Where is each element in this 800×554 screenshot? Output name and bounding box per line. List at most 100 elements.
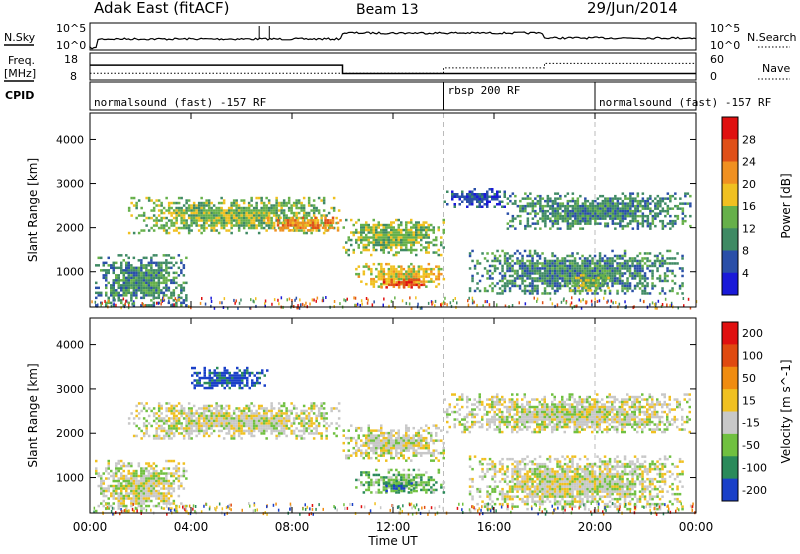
echo-cell <box>260 432 263 435</box>
echo-cell <box>656 194 660 198</box>
echo-cell <box>107 459 110 463</box>
echo-cell <box>162 229 166 232</box>
echo-cell <box>375 238 378 242</box>
echo-cell <box>628 257 632 260</box>
echo-cell <box>185 206 188 210</box>
echo-cell <box>280 412 283 415</box>
echo-cell <box>526 274 529 278</box>
echo-cell <box>302 417 306 420</box>
echo-cell <box>100 482 103 485</box>
echo-cell <box>170 494 173 498</box>
echo-cell <box>581 267 584 270</box>
echo-cell <box>554 202 557 205</box>
echo-cell <box>661 207 665 210</box>
echo-cell <box>440 241 443 244</box>
echo-cell <box>200 429 203 433</box>
echo-cell <box>649 212 652 215</box>
echo-cell <box>584 217 587 220</box>
echo-cell <box>372 436 375 440</box>
echo-cell <box>325 437 328 440</box>
echo-cell <box>297 199 301 202</box>
echo-cell <box>182 299 186 302</box>
echo-cell <box>165 479 168 483</box>
echo-cell <box>626 259 629 263</box>
echo-cell <box>110 484 113 488</box>
echo-cell <box>588 259 592 263</box>
echo-cell <box>602 279 605 282</box>
scatter-cell <box>162 299 164 302</box>
echo-cell <box>616 197 620 200</box>
echo-cell <box>200 422 203 425</box>
echo-cell <box>237 429 241 433</box>
echo-cell <box>137 274 141 277</box>
echo-cell <box>217 214 221 217</box>
echo-cell <box>262 201 266 205</box>
echo-cell <box>245 231 248 235</box>
echo-cell <box>230 206 233 210</box>
echo-cell <box>528 272 532 275</box>
station-title: Adak East (fitACF) <box>94 0 229 17</box>
echo-cell <box>581 227 585 230</box>
echo-cell <box>195 204 198 207</box>
echo-cell <box>614 194 617 198</box>
echo-cell <box>185 422 188 425</box>
echo-cell <box>324 221 327 225</box>
echo-cell <box>681 267 684 270</box>
echo-cell <box>127 284 130 287</box>
nsky-label: N.Sky <box>4 31 36 44</box>
echo-cell <box>252 412 256 415</box>
echo-cell <box>681 274 684 278</box>
echo-cell <box>526 197 530 200</box>
echo-cell <box>147 422 151 425</box>
echo-cell <box>297 211 301 215</box>
echo-cell <box>272 417 276 420</box>
echo-cell <box>155 477 158 480</box>
echo-cell <box>417 223 420 227</box>
echo-cell <box>195 429 198 433</box>
echo-cell <box>661 224 665 228</box>
echo-cell <box>180 427 183 430</box>
echo-cell <box>543 287 547 290</box>
echo-cell <box>397 275 401 278</box>
echo-cell <box>529 224 532 228</box>
echo-cell <box>120 474 123 478</box>
echo-cell <box>586 214 590 218</box>
echo-cell <box>347 238 350 242</box>
echo-band <box>342 218 445 257</box>
echo-cell <box>275 419 278 423</box>
echo-cell <box>267 422 271 425</box>
echo-cell <box>623 262 627 265</box>
scatter-cell <box>190 306 192 310</box>
echo-cell <box>165 402 168 405</box>
echo-cell <box>407 265 411 268</box>
echo-cell <box>132 494 136 498</box>
echo-cell <box>160 429 163 433</box>
scatter-cell <box>305 301 307 305</box>
scatter-cell <box>253 300 255 304</box>
echo-band <box>266 216 342 232</box>
echo-cell <box>387 275 391 278</box>
echo-cell <box>197 204 201 207</box>
echo-cell <box>247 429 251 433</box>
echo-cell <box>265 417 268 420</box>
echo-cell <box>130 464 133 468</box>
echo-cell <box>215 209 218 212</box>
echo-cell <box>102 482 105 485</box>
echo-cell <box>631 209 635 213</box>
echo-cell <box>182 469 186 473</box>
echo-cell <box>190 221 193 225</box>
echo-cell <box>307 422 311 425</box>
echo-cell <box>493 284 497 288</box>
echo-cell <box>326 221 330 225</box>
echo-cell <box>175 221 178 225</box>
echo-cell <box>529 204 532 208</box>
echo-cell <box>242 429 246 433</box>
echo-cell <box>380 441 383 445</box>
echo-cell <box>566 279 569 283</box>
echo-cell <box>372 285 376 288</box>
echo-cell <box>125 281 128 285</box>
echo-cell <box>132 499 136 503</box>
echo-cell <box>122 499 125 503</box>
echo-cell <box>375 436 378 440</box>
echo-cell <box>175 209 178 212</box>
